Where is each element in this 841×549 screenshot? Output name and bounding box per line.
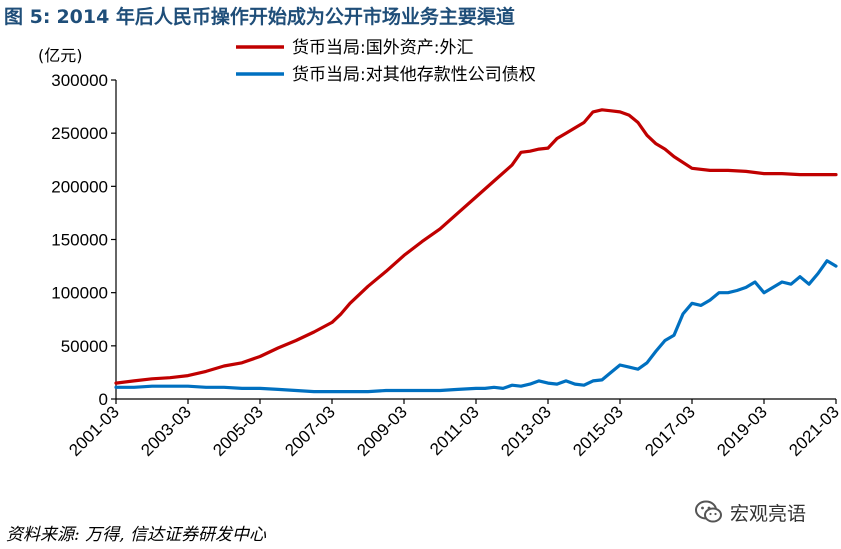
y-tick-label: 250000	[51, 124, 108, 143]
wechat-logo-icon	[695, 500, 722, 523]
y-tick-label: 50000	[61, 337, 108, 356]
x-tick-label: 2021-03	[785, 402, 841, 460]
series-line-1	[114, 108, 838, 385]
x-tick-label: 2015-03	[569, 402, 627, 460]
y-tick-label: 150000	[51, 231, 108, 250]
figure-title-text: 2014 年后人民币操作开始成为公开市场业务主要渠道	[56, 6, 515, 28]
x-tick-label: 2007-03	[281, 402, 339, 460]
figure-label: 图 5:	[4, 6, 51, 28]
watermark: 宏观亮语	[694, 497, 806, 527]
x-tick-label: 2005-03	[209, 402, 267, 460]
x-tick-label: 2001-03	[65, 402, 123, 460]
series-layer	[114, 108, 838, 394]
y-tick-label: 300000	[51, 71, 108, 90]
y-axis-unit-label: (亿元)	[38, 46, 83, 65]
series-line-2	[114, 259, 838, 394]
source-note: 资料来源: 万得, 信达证券研发中心	[6, 525, 266, 545]
x-tick-label: 2011-03	[426, 402, 483, 459]
legend-label-1: 货币当局:国外资产:外汇	[292, 38, 473, 58]
x-tick-label: 2009-03	[353, 402, 411, 460]
y-tick-label: 200000	[51, 177, 108, 196]
y-tick-label: 0	[99, 390, 108, 409]
x-tick-label: 2013-03	[497, 402, 555, 460]
legend-label-2: 货币当局:对其他存款性公司债权	[292, 65, 536, 85]
axes-layer: 0 50000 100000 150000 200000 250000 300000 2001…	[51, 71, 841, 460]
x-tick-label: 2003-03	[137, 402, 195, 460]
y-tick-label: 100000	[51, 284, 108, 303]
x-tick-label: 2017-03	[641, 402, 699, 460]
figure-title: 图 5: 2014 年后人民币操作开始成为公开市场业务主要渠道	[4, 2, 521, 29]
x-tick-label: 2019-03	[713, 402, 771, 460]
watermark-text: 宏观亮语	[730, 502, 807, 525]
